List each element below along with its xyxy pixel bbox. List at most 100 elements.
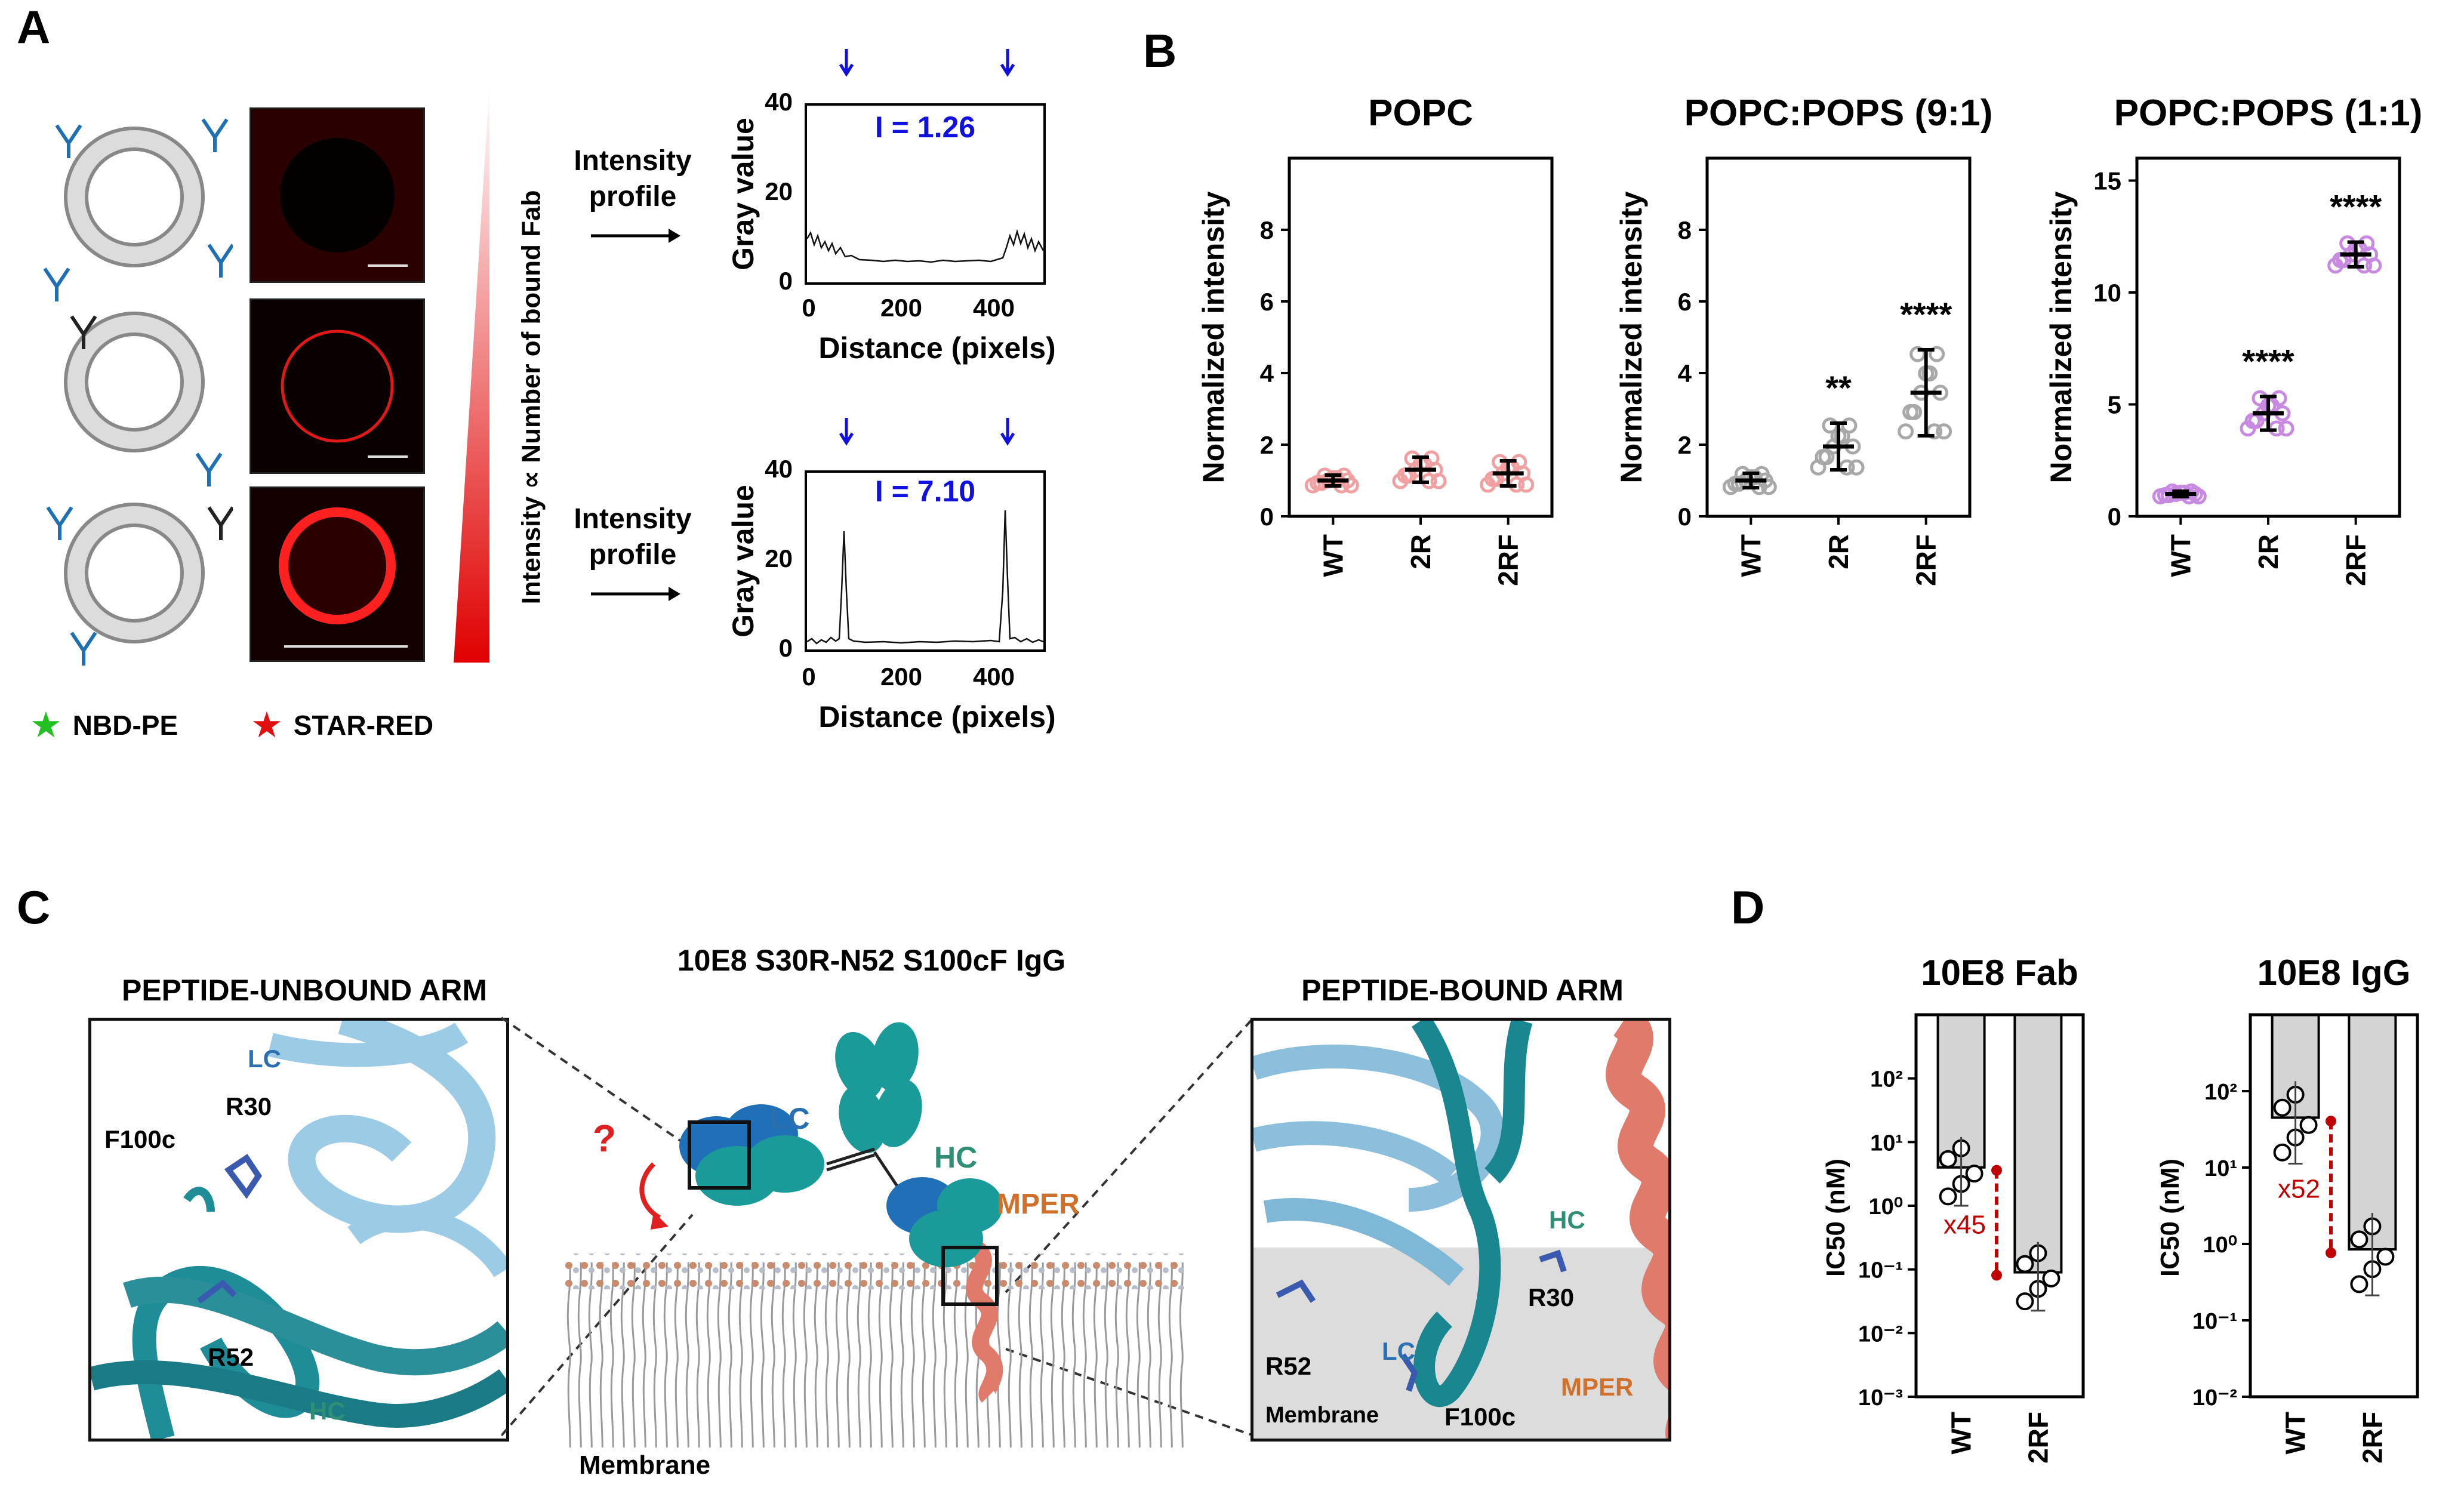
profile-2-xtick: 200 (880, 663, 922, 691)
profile-label-2-line1: Intensity (574, 503, 692, 535)
profile-2-ylabel: Gray value (726, 485, 760, 637)
data-point (1936, 423, 1952, 440)
profile-2-trace (806, 510, 1044, 645)
data-point (1939, 1150, 1957, 1168)
gradient-axis-label: Intensity ∝ Number of bound Fab (516, 190, 546, 605)
data-point (2350, 1230, 2368, 1249)
data-point (2299, 1116, 2318, 1134)
arrow-down-icon (1000, 418, 1015, 446)
fold-change-dot (1991, 1165, 2002, 1176)
y-tick-label: 15 (2093, 167, 2121, 195)
center-mper-label: MPER (997, 1188, 1080, 1220)
bound-mper-label: MPER (1561, 1373, 1634, 1401)
vesicle-2 (64, 312, 205, 452)
chart-10e8-fab: 10E8 Fab 10² 10¹ 10⁰ 10⁻¹ 10⁻² 10⁻³ IC50 (nM) WT… (1821, 953, 2085, 1464)
data-point (1926, 423, 1943, 440)
data-point (2350, 1275, 2368, 1293)
x-tick-label: 2RF (2022, 1412, 2053, 1464)
profile-2-xtick: 400 (973, 663, 1015, 691)
profile-2-ytick: 40 (765, 455, 793, 483)
x-tick-label: WT (1317, 534, 1348, 577)
significance-label: **** (1900, 295, 1952, 333)
arrow-icon (591, 229, 680, 243)
y-tick-label: 10 (2093, 279, 2121, 307)
bound-lc-label: LC (1382, 1337, 1415, 1365)
data-point (2042, 1269, 2060, 1288)
fold-change-label: x52 (2278, 1175, 2320, 1204)
left-box-title: PEPTIDE-UNBOUND ARM (121, 974, 488, 1007)
x-tick-label: 2R (1405, 534, 1436, 569)
plot-frame (1914, 1013, 2085, 1399)
star-icon: ★ (30, 705, 62, 745)
legend-star-red: ★ STAR-RED (251, 707, 433, 743)
r30-label: R30 (226, 1092, 272, 1120)
fab-icons (43, 118, 233, 666)
micrograph-low (250, 107, 425, 283)
y-axis-label: Normalized intensity (2044, 191, 2078, 483)
data-point (1848, 459, 1865, 476)
y-axis-label: Normalized intensity (1197, 191, 1230, 483)
y-axis-label: Normalized intensity (1615, 191, 1648, 483)
data-point (1965, 1165, 1983, 1183)
y-tick-label: 10⁻² (1858, 1322, 1903, 1347)
x-tick-label: 2R (1823, 534, 1854, 569)
profile-1-trace (806, 229, 1045, 263)
micrograph-mid (250, 298, 425, 474)
data-point (1838, 459, 1855, 476)
y-tick-label: 10⁻³ (1858, 1385, 1903, 1410)
profile-1-xtick: 0 (802, 294, 815, 322)
bar (2013, 1014, 2063, 1274)
profile-label-2: Intensity profile (561, 501, 704, 573)
profile-plot-2: I = 7.10 40 20 0 0 200 400 Distance (pix… (726, 418, 1056, 734)
igg-title: 10E8 S30R-N52 S100cF IgG (677, 944, 1066, 977)
chart-popc: POPC 0 2 4 6 8 Normalized intensity WT 2R 2RF (1197, 93, 1554, 586)
data-point (1898, 423, 1914, 440)
x-tick-label: WT (1946, 1412, 1977, 1455)
f100c-label: F100c (104, 1125, 176, 1153)
legend-nbd-pe: ★ NBD-PE (30, 707, 178, 743)
fold-change-label: x45 (1944, 1211, 1986, 1240)
y-axis-label: IC50 (nM) (2155, 1159, 2185, 1277)
bound-membrane-label: Membrane (1265, 1403, 1379, 1428)
significance-label: **** (2242, 342, 2294, 380)
fold-change-dot (1991, 1270, 2002, 1281)
panel-label-d: D (1731, 881, 1765, 934)
panel-label-c: C (17, 881, 51, 934)
hc-label: HC (309, 1397, 346, 1425)
right-box-title: PEPTIDE-BOUND ARM (1301, 974, 1624, 1007)
intensity-gradient-wedge (454, 84, 489, 663)
vesicle-diagrams (43, 118, 233, 666)
chart-popc-pops-1-1: POPC:POPS (1:1) 0 5 10 15 Normalized intensit… (2044, 93, 2422, 586)
y-tick-label: 0 (2108, 503, 2121, 531)
x-tick-label: WT (1735, 534, 1766, 577)
y-tick-label: 8 (1260, 216, 1274, 244)
y-tick-label: 8 (1678, 216, 1692, 244)
y-tick-label: 10⁰ (2203, 1233, 2237, 1258)
x-tick-label: 2R (2253, 534, 2284, 569)
peptide-unbound-arm-structure: LC R30 F100c R52 HC (88, 1018, 509, 1442)
y-tick-label: 5 (2108, 391, 2121, 419)
y-tick-label: 10⁻¹ (1858, 1258, 1903, 1283)
y-tick-label: 10² (1870, 1067, 1903, 1092)
profile-label-2-line2: profile (589, 539, 677, 571)
y-tick-label: 10⁻² (2192, 1385, 2237, 1410)
profile-plot-1: I = 1.26 40 20 0 0 200 400 Distance (pix… (726, 49, 1056, 365)
profile-label-1: Intensity profile (561, 143, 704, 215)
y-tick-label: 10¹ (1870, 1131, 1903, 1156)
arrow-down-icon (1000, 49, 1015, 77)
membrane-illustration: ? LC HC MPER (564, 1009, 1185, 1447)
data-point (2016, 1292, 2034, 1311)
r52-label: R52 (208, 1343, 254, 1371)
profile-label-1-line2: profile (589, 181, 677, 212)
profile-2-xlabel: Distance (pixels) (818, 700, 1055, 734)
bound-r30-label: R30 (1528, 1283, 1575, 1311)
center-lc-label: LC (770, 1102, 810, 1135)
y-tick-label: 6 (1260, 288, 1274, 316)
x-tick-label: 2RF (2357, 1412, 2388, 1464)
data-point (2376, 1248, 2395, 1266)
x-tick-label: WT (2165, 534, 2196, 577)
bar (2348, 1014, 2397, 1251)
profile-1-xtick: 200 (880, 294, 922, 322)
chart-title: POPC (1368, 93, 1473, 134)
bound-f100c-label: F100c (1444, 1403, 1516, 1431)
